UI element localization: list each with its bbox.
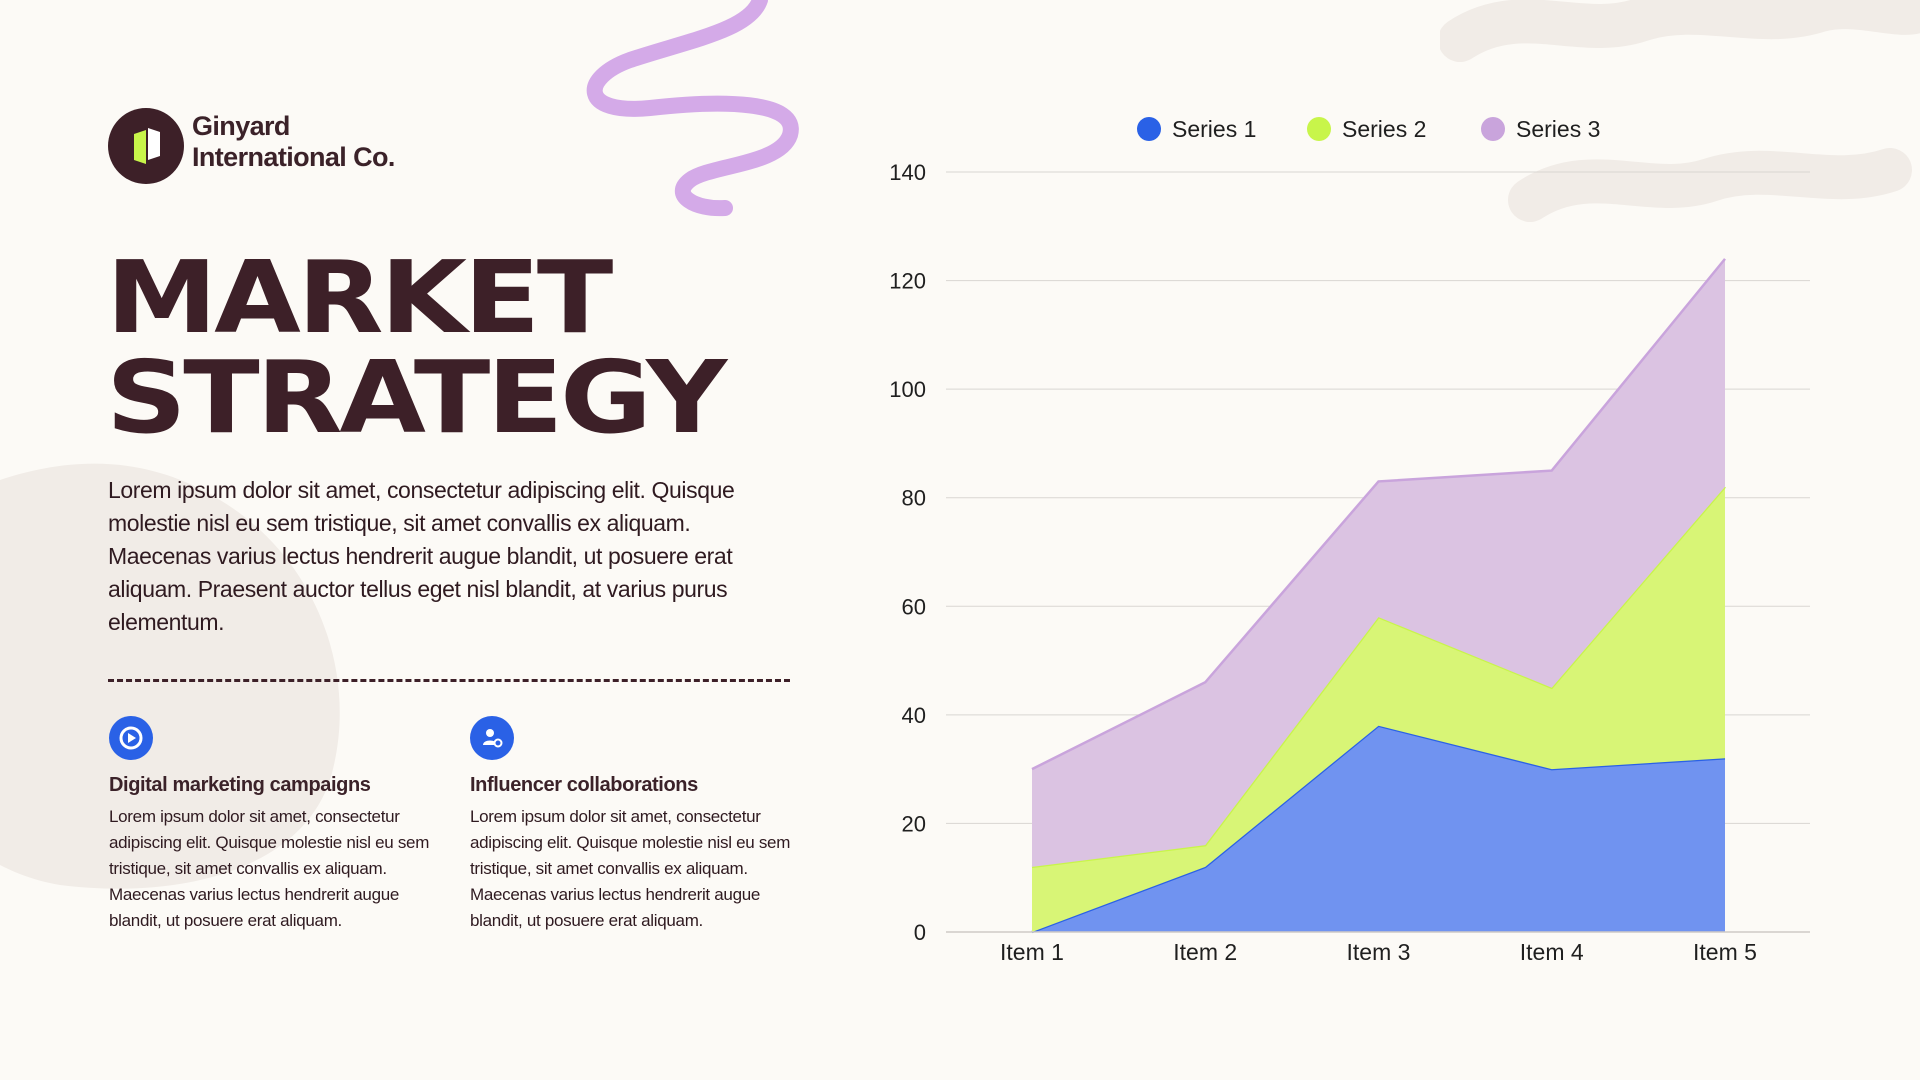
x-tick-label: Item 1 <box>1000 939 1064 965</box>
x-tick-label: Item 5 <box>1693 939 1757 965</box>
brand-name: Ginyard International Co. <box>192 111 395 173</box>
legend-label-series-3: Series 3 <box>1516 116 1600 142</box>
legend-swatch-series-1 <box>1137 117 1161 141</box>
squiggle-decoration <box>586 0 799 217</box>
logo <box>108 108 184 184</box>
legend-label-series-1: Series 1 <box>1172 116 1256 142</box>
legend-swatch-series-3 <box>1481 117 1505 141</box>
y-tick-label: 0 <box>914 920 926 945</box>
brand-line-1: Ginyard <box>192 111 290 141</box>
background-wave-top-right <box>1440 0 1920 222</box>
page-title: MARKET STRATEGY <box>106 239 727 456</box>
stacked-area-chart: 0 20 40 60 80 100 120 140 Item 1 Item 2 Item 3 Item… <box>889 116 1810 965</box>
legend-label-series-2: Series 2 <box>1342 116 1426 142</box>
feature-digital-marketing: Digital marketing campaigns Lorem ipsum … <box>109 716 454 934</box>
area-series-2 <box>1032 486 1725 932</box>
x-tick-label: Item 2 <box>1173 939 1237 965</box>
area-series-1 <box>1032 725 1725 932</box>
feature-title: Digital marketing campaigns <box>109 774 371 796</box>
feature-text: Lorem ipsum dolor sit amet, consectetur … <box>109 807 430 930</box>
user-gear-icon <box>470 716 514 760</box>
y-tick-label: 60 <box>902 594 926 619</box>
intro-paragraph: Lorem ipsum dolor sit amet, consectetur … <box>108 477 735 635</box>
y-tick-label: 80 <box>902 486 926 511</box>
x-tick-label: Item 4 <box>1520 939 1584 965</box>
feature-title: Influencer collaborations <box>470 774 698 796</box>
background-blob-left <box>0 463 340 889</box>
brand-line-2: International Co. <box>192 142 395 172</box>
line-series-3 <box>1031 258 1726 771</box>
x-tick-label: Item 3 <box>1347 939 1411 965</box>
legend-swatch-series-2 <box>1307 117 1331 141</box>
building-door-icon <box>134 128 160 164</box>
play-circle-icon <box>109 716 153 760</box>
y-tick-label: 140 <box>889 160 926 185</box>
title-line-1: MARKET <box>106 239 613 356</box>
title-line-2: STRATEGY <box>106 339 727 456</box>
area-series-3 <box>1032 258 1725 867</box>
y-tick-label: 100 <box>889 377 926 402</box>
y-tick-label: 40 <box>902 703 926 728</box>
feature-text: Lorem ipsum dolor sit amet, consectetur … <box>470 807 791 930</box>
y-tick-label: 20 <box>902 811 926 836</box>
y-tick-label: 120 <box>889 269 926 294</box>
feature-influencer: Influencer collaborations Lorem ipsum do… <box>470 716 815 934</box>
dashed-divider <box>108 679 790 682</box>
